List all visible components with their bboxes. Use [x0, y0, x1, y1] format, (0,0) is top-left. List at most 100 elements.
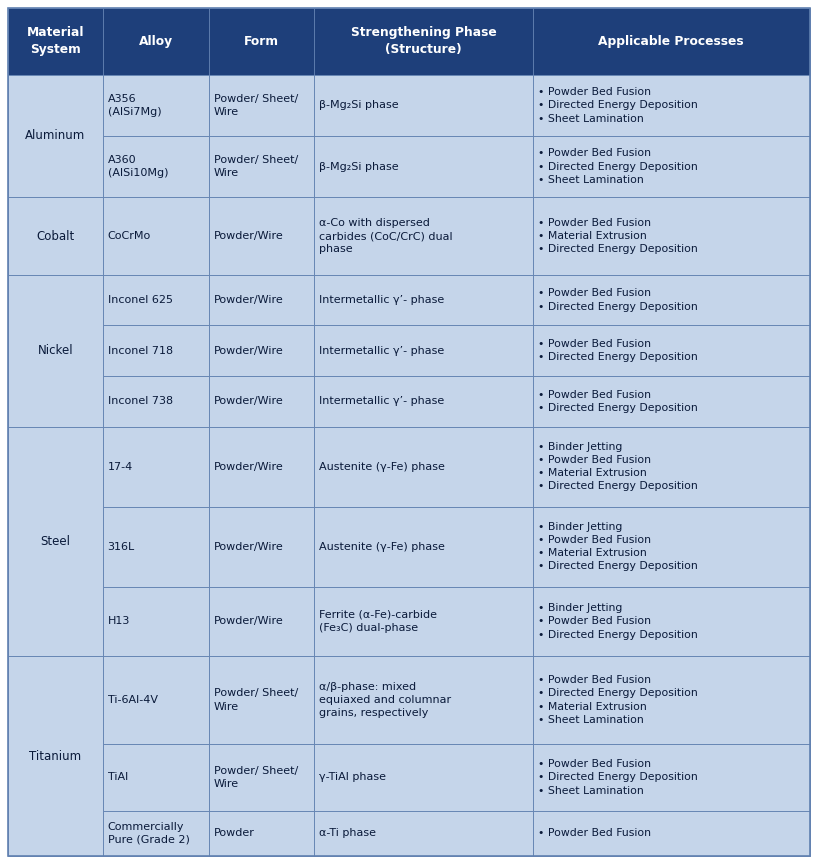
- Text: • Binder Jetting
• Powder Bed Fusion
• Material Extrusion
• Directed Energy Depo: • Binder Jetting • Powder Bed Fusion • M…: [537, 522, 697, 571]
- Bar: [102, 275, 209, 326]
- Bar: [314, 197, 533, 275]
- Text: • Powder Bed Fusion
• Directed Energy Deposition: • Powder Bed Fusion • Directed Energy De…: [537, 339, 697, 362]
- Text: Aluminum: Aluminum: [25, 130, 85, 143]
- Text: Powder/ Sheet/
Wire: Powder/ Sheet/ Wire: [213, 155, 298, 178]
- Text: Intermetallic γ’- phase: Intermetallic γ’- phase: [319, 397, 445, 406]
- Text: • Powder Bed Fusion
• Directed Energy Deposition
• Sheet Lamination: • Powder Bed Fusion • Directed Energy De…: [537, 149, 697, 185]
- Text: Alloy: Alloy: [138, 35, 173, 48]
- Bar: [314, 376, 533, 427]
- Text: Inconel 718: Inconel 718: [108, 346, 173, 356]
- Bar: [314, 744, 533, 810]
- Bar: [314, 74, 533, 136]
- Bar: [533, 136, 810, 197]
- Bar: [102, 587, 209, 656]
- Bar: [209, 587, 314, 656]
- Bar: [8, 197, 102, 275]
- Bar: [209, 810, 314, 856]
- Bar: [102, 8, 209, 74]
- Bar: [533, 656, 810, 744]
- Text: Inconel 738: Inconel 738: [108, 397, 173, 406]
- Text: α/β-phase: mixed
equiaxed and columnar
grains, respectively: α/β-phase: mixed equiaxed and columnar g…: [319, 682, 452, 718]
- Text: Intermetallic γ’- phase: Intermetallic γ’- phase: [319, 295, 445, 305]
- Bar: [209, 326, 314, 376]
- Bar: [209, 74, 314, 136]
- Text: Powder/Wire: Powder/Wire: [213, 397, 283, 406]
- Bar: [102, 136, 209, 197]
- Text: Steel: Steel: [40, 535, 70, 548]
- Bar: [209, 427, 314, 506]
- Text: Titanium: Titanium: [29, 749, 81, 763]
- Bar: [102, 744, 209, 810]
- Text: H13: H13: [108, 616, 130, 626]
- Bar: [533, 810, 810, 856]
- Bar: [102, 656, 209, 744]
- Text: 316L: 316L: [108, 542, 135, 552]
- Bar: [8, 427, 102, 656]
- Text: A356
(AlSi7Mg): A356 (AlSi7Mg): [108, 93, 161, 117]
- Bar: [102, 197, 209, 275]
- Text: Commercially
Pure (Grade 2): Commercially Pure (Grade 2): [108, 822, 190, 845]
- Text: TiAl: TiAl: [108, 772, 128, 782]
- Text: Powder/Wire: Powder/Wire: [213, 346, 283, 356]
- Bar: [533, 427, 810, 506]
- Bar: [102, 74, 209, 136]
- Bar: [102, 506, 209, 587]
- Text: Ferrite (α-Fe)-carbide
(Fe₃C) dual-phase: Ferrite (α-Fe)-carbide (Fe₃C) dual-phase: [319, 610, 438, 633]
- Text: Ti-6Al-4V: Ti-6Al-4V: [108, 695, 158, 705]
- Text: • Binder Jetting
• Powder Bed Fusion
• Directed Energy Deposition: • Binder Jetting • Powder Bed Fusion • D…: [537, 603, 697, 639]
- Text: A360
(AlSi10Mg): A360 (AlSi10Mg): [108, 155, 169, 178]
- Text: Applicable Processes: Applicable Processes: [599, 35, 744, 48]
- Bar: [314, 427, 533, 506]
- Text: γ-TiAl phase: γ-TiAl phase: [319, 772, 386, 782]
- Bar: [533, 587, 810, 656]
- Bar: [314, 587, 533, 656]
- Bar: [209, 376, 314, 427]
- Text: • Powder Bed Fusion
• Directed Energy Deposition: • Powder Bed Fusion • Directed Energy De…: [537, 289, 697, 312]
- Text: Material
System: Material System: [26, 26, 84, 56]
- Text: • Binder Jetting
• Powder Bed Fusion
• Material Extrusion
• Directed Energy Depo: • Binder Jetting • Powder Bed Fusion • M…: [537, 442, 697, 492]
- Text: Powder/Wire: Powder/Wire: [213, 542, 283, 552]
- Text: Powder/ Sheet/
Wire: Powder/ Sheet/ Wire: [213, 766, 298, 789]
- Bar: [8, 275, 102, 427]
- Bar: [314, 656, 533, 744]
- Text: β-Mg₂Si phase: β-Mg₂Si phase: [319, 100, 399, 111]
- Text: Strengthening Phase
(Structure): Strengthening Phase (Structure): [351, 26, 497, 56]
- Text: • Powder Bed Fusion
• Directed Energy Deposition
• Sheet Lamination: • Powder Bed Fusion • Directed Energy De…: [537, 87, 697, 124]
- Text: Inconel 625: Inconel 625: [108, 295, 173, 305]
- Text: Powder: Powder: [213, 829, 254, 838]
- Text: • Powder Bed Fusion
• Directed Energy Deposition
• Material Extrusion
• Sheet La: • Powder Bed Fusion • Directed Energy De…: [537, 675, 697, 725]
- Text: α-Co with dispersed
carbides (CoC/CrC) dual
phase: α-Co with dispersed carbides (CoC/CrC) d…: [319, 218, 453, 254]
- Bar: [209, 744, 314, 810]
- Bar: [314, 136, 533, 197]
- Bar: [8, 656, 102, 856]
- Bar: [209, 506, 314, 587]
- Bar: [314, 326, 533, 376]
- Bar: [533, 8, 810, 74]
- Text: • Powder Bed Fusion: • Powder Bed Fusion: [537, 829, 650, 838]
- Text: Austenite (γ-Fe) phase: Austenite (γ-Fe) phase: [319, 461, 445, 472]
- Bar: [209, 656, 314, 744]
- Text: CoCrMo: CoCrMo: [108, 231, 151, 241]
- Bar: [102, 376, 209, 427]
- Bar: [209, 136, 314, 197]
- Text: 17-4: 17-4: [108, 461, 133, 472]
- Bar: [533, 74, 810, 136]
- Bar: [533, 376, 810, 427]
- Text: Nickel: Nickel: [38, 344, 73, 357]
- Text: Powder/Wire: Powder/Wire: [213, 295, 283, 305]
- Text: Austenite (γ-Fe) phase: Austenite (γ-Fe) phase: [319, 542, 445, 552]
- Bar: [533, 197, 810, 275]
- Bar: [209, 197, 314, 275]
- Bar: [209, 275, 314, 326]
- Bar: [8, 74, 102, 197]
- Bar: [102, 326, 209, 376]
- Text: Powder/Wire: Powder/Wire: [213, 231, 283, 241]
- Bar: [533, 506, 810, 587]
- Text: Powder/ Sheet/
Wire: Powder/ Sheet/ Wire: [213, 689, 298, 712]
- Text: Cobalt: Cobalt: [36, 230, 74, 243]
- Text: Powder/ Sheet/
Wire: Powder/ Sheet/ Wire: [213, 93, 298, 117]
- Bar: [314, 810, 533, 856]
- Text: β-Mg₂Si phase: β-Mg₂Si phase: [319, 162, 399, 172]
- Bar: [102, 427, 209, 506]
- Text: α-Ti phase: α-Ti phase: [319, 829, 376, 838]
